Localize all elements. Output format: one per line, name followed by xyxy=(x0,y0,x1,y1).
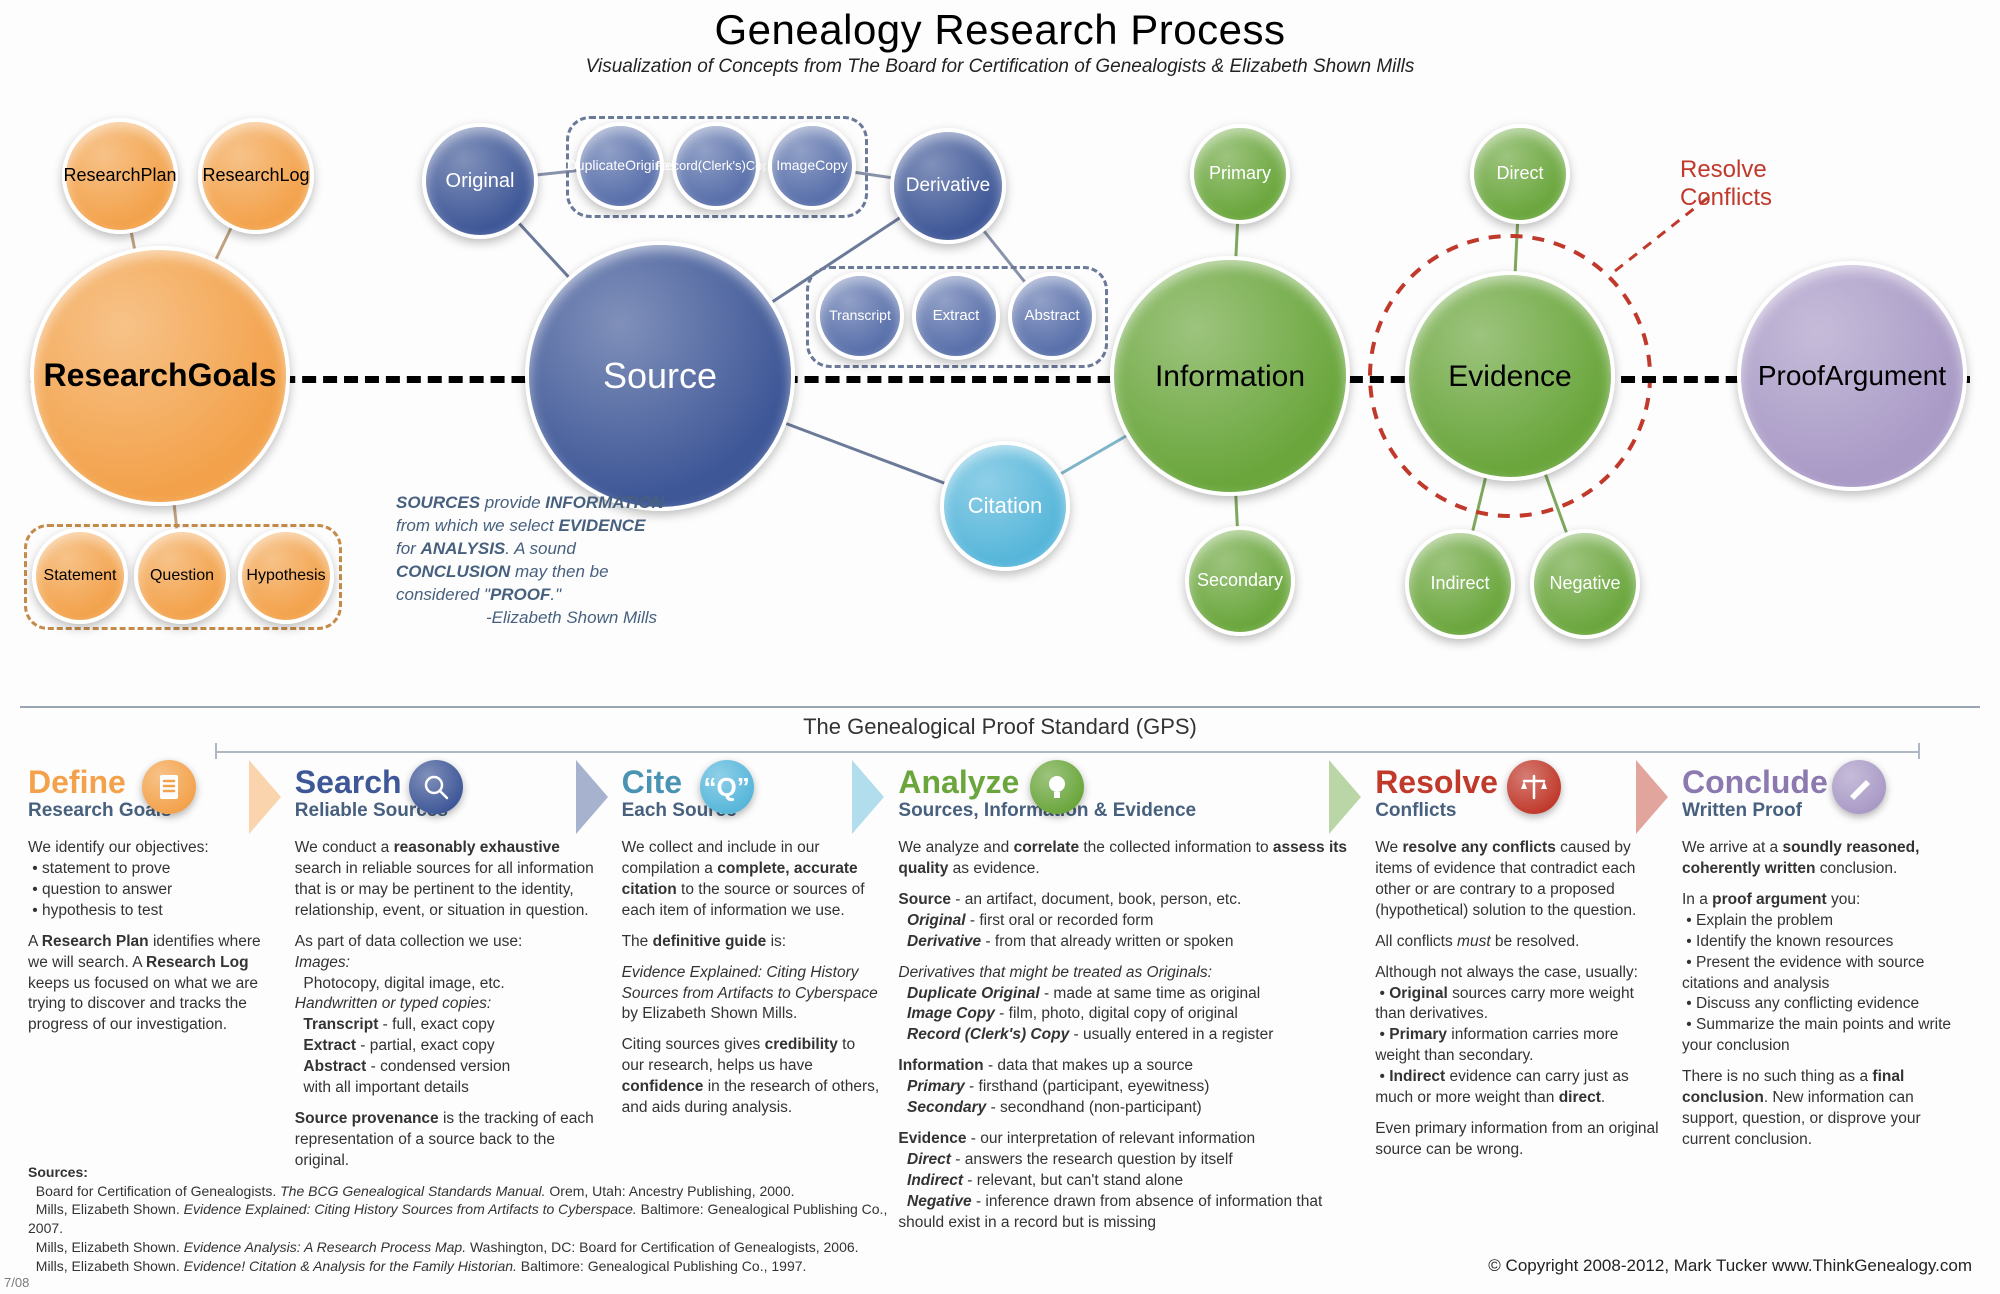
node-source: Source xyxy=(525,241,795,511)
step-body: We analyze and correlate the collected i… xyxy=(898,838,1358,1234)
gps-heading: The Genealogical Proof Standard (GPS) xyxy=(0,714,2000,740)
resolve-icon xyxy=(1507,760,1561,814)
step-title: Analyze xyxy=(898,766,1358,798)
publish-date: 7/08 xyxy=(4,1275,29,1290)
gps-step-resolve: ResolveConflictsWe resolve any conflicts… xyxy=(1375,766,1665,1244)
step-subtitle: Sources, Information & Evidence xyxy=(898,800,1358,822)
node-transcript: Transcript xyxy=(816,272,904,360)
node-derivative: Derivative xyxy=(890,128,1006,244)
step-subtitle: Each Source xyxy=(622,800,882,822)
section-divider xyxy=(20,706,1980,708)
gps-bracket xyxy=(40,740,1960,762)
step-body: We resolve any conflicts caused by items… xyxy=(1375,838,1665,1161)
mills-quote: SOURCES provide INFORMATIONfrom which we… xyxy=(396,492,664,630)
analyze-icon xyxy=(1030,760,1084,814)
chevron-icon xyxy=(249,760,291,834)
step-body: We identify our objectives: • statement … xyxy=(28,838,278,1036)
copyright-line: © Copyright 2008-2012, Mark Tucker www.T… xyxy=(1488,1256,1972,1276)
node-extract: Extract xyxy=(912,272,1000,360)
node-dup-orig: DuplicateOriginal xyxy=(576,122,664,210)
node-direct: Direct xyxy=(1470,124,1570,224)
search-icon xyxy=(409,760,463,814)
node-abstract: Abstract xyxy=(1008,272,1096,360)
node-original: Original xyxy=(422,123,538,239)
conclude-icon xyxy=(1832,760,1886,814)
cite-icon: “Q” xyxy=(700,760,754,814)
node-information: Information xyxy=(1110,256,1350,496)
define-icon xyxy=(142,760,196,814)
chevron-icon xyxy=(852,760,894,834)
step-subtitle: Written Proof xyxy=(1682,800,1972,822)
page-subtitle: Visualization of Concepts from The Board… xyxy=(0,56,2000,78)
node-research-plan: ResearchPlan xyxy=(62,118,178,234)
node-negative: Negative xyxy=(1530,529,1640,639)
node-evidence: Evidence xyxy=(1405,271,1615,481)
node-indirect: Indirect xyxy=(1405,529,1515,639)
node-primary: Primary xyxy=(1190,124,1290,224)
node-record-copy: Record(Clerk's)Copy xyxy=(672,122,760,210)
process-axis xyxy=(30,376,1970,383)
sources-block: Sources: Board for Certification of Gene… xyxy=(28,1163,888,1276)
node-citation: Citation xyxy=(940,441,1070,571)
node-statement: Statement xyxy=(32,528,128,624)
step-body: We arrive at a soundly reasoned, coheren… xyxy=(1682,838,1972,1151)
page-title: Genealogy Research Process xyxy=(0,6,2000,54)
chevron-icon xyxy=(1636,760,1678,834)
chevron-icon xyxy=(576,760,618,834)
node-research-goals: ResearchGoals xyxy=(30,246,290,506)
page-header: Genealogy Research Process Visualization… xyxy=(0,0,2000,78)
concept-diagram: ResearchGoals ResearchPlanResearchLog Stat… xyxy=(0,86,2000,706)
step-body: We conduct a reasonably exhaustive searc… xyxy=(295,838,605,1172)
node-proof: ProofArgument xyxy=(1737,261,1967,491)
node-research-log: ResearchLog xyxy=(198,118,314,234)
resolve-conflicts-label: ResolveConflicts xyxy=(1680,156,1772,212)
chevron-icon xyxy=(1329,760,1371,834)
node-question: Question xyxy=(134,528,230,624)
gps-step-analyze: AnalyzeSources, Information & Evidence We… xyxy=(898,766,1358,1244)
step-body: We collect and include in our compilatio… xyxy=(622,838,882,1119)
node-secondary: Secondary xyxy=(1185,526,1295,636)
gps-step-conclude: ConcludeWritten Proof We arrive at a soun… xyxy=(1682,766,1972,1244)
node-image-copy: ImageCopy xyxy=(768,122,856,210)
step-title: Conclude xyxy=(1682,766,1972,798)
node-hypothesis: Hypothesis xyxy=(238,528,334,624)
